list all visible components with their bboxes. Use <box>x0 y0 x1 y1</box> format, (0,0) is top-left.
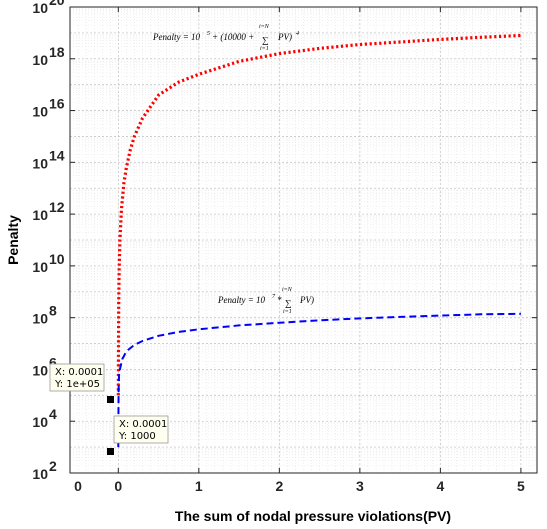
svg-text:PV): PV) <box>277 32 292 42</box>
red-formula-annotation: Penalty = 10 5 + (10000 + ∑ i=N i=1 PV) … <box>152 24 299 52</box>
y-tick-exponent: 6 <box>49 354 57 370</box>
datatip-red[interactable]: X: 0.0001 Y: 1e+05 <box>49 363 105 392</box>
svg-text:5: 5 <box>207 31 210 37</box>
svg-text:7: 7 <box>272 294 276 300</box>
datatip-blue-y: Y: 1000 <box>118 431 156 442</box>
svg-text:∑: ∑ <box>262 35 268 45</box>
y-tick-label: 10 <box>32 0 48 16</box>
y-tick-exponent: 10 <box>49 251 65 267</box>
y-tick-exponent: 20 <box>49 0 65 8</box>
y-tick-label: 10 <box>32 259 48 275</box>
y-tick-base: 10 <box>32 466 48 482</box>
y-tick-label: 10 <box>32 155 48 171</box>
datatip-blue-marker[interactable] <box>107 448 114 455</box>
y-tick-exponent: 12 <box>49 199 65 215</box>
x-tick-label: 5 <box>517 478 525 494</box>
y-axis-label: Penalty <box>5 215 21 265</box>
y-tick-base: 10 <box>32 0 48 16</box>
x-tick-label: 3 <box>356 478 364 494</box>
series-red-line <box>116 33 521 396</box>
svg-text:i=N: i=N <box>282 287 293 293</box>
svg-text:i=1: i=1 <box>283 309 292 315</box>
svg-text:PV): PV) <box>299 295 314 305</box>
y-tick-label: 10 <box>32 414 48 430</box>
y-tick-base: 10 <box>32 52 48 68</box>
svg-text:Penalty = 10: Penalty = 10 <box>152 32 201 42</box>
y-tick-base: 10 <box>32 414 48 430</box>
svg-text:+ (10000 +: + (10000 + <box>212 32 254 42</box>
x-tick-label: 0 <box>74 478 82 494</box>
y-tick-exponent: 18 <box>49 44 65 60</box>
series-layer <box>116 33 521 448</box>
blue-formula-annotation: Penalty = 10 7 * ∑ i=N i=1 PV) <box>217 287 314 315</box>
y-tick-label: 10 <box>32 466 48 482</box>
svg-text:Penalty = 10: Penalty = 10 <box>217 295 266 305</box>
svg-text:i=1: i=1 <box>260 46 269 52</box>
series-blue-line <box>117 312 521 448</box>
datatip-red-x: X: 0.0001 <box>55 367 103 378</box>
x-axis-label: The sum of nodal pressure violations(PV) <box>175 508 451 524</box>
y-tick-label: 10 <box>32 311 48 327</box>
x-tick-label: 1 <box>195 478 203 494</box>
datatip-blue[interactable]: X: 0.0001 Y: 1000 <box>113 415 169 444</box>
svg-text:4: 4 <box>296 30 299 37</box>
x-tick-label: 2 <box>275 478 283 494</box>
y-tick-exponent: 4 <box>49 406 57 422</box>
y-tick-label: 10 <box>32 207 48 223</box>
y-tick-base: 10 <box>32 104 48 120</box>
y-tick-exponent: 16 <box>49 96 65 112</box>
y-tick-exponent: 14 <box>49 147 65 163</box>
plot-frame <box>69 6 538 474</box>
datatip-red-marker[interactable] <box>107 396 114 403</box>
y-tick-base: 10 <box>32 259 48 275</box>
svg-text:*: * <box>277 295 282 305</box>
datatip-blue-x: X: 0.0001 <box>119 419 167 430</box>
y-tick-exponent: 2 <box>49 458 57 474</box>
svg-text:i=N: i=N <box>259 24 270 30</box>
y-tick-base: 10 <box>32 311 48 327</box>
y-tick-base: 10 <box>32 362 48 378</box>
y-tick-base: 10 <box>32 155 48 171</box>
y-tick-label: 10 <box>32 52 48 68</box>
y-tick-label: 10 <box>32 362 48 378</box>
x-tick-label: 4 <box>436 478 444 494</box>
datatip-red-y: Y: 1e+05 <box>54 379 100 390</box>
y-tick-base: 10 <box>32 207 48 223</box>
y-tick-label: 10 <box>32 104 48 120</box>
svg-text:∑: ∑ <box>285 298 291 308</box>
x-tick-label: 0 <box>114 478 122 494</box>
y-tick-exponent: 8 <box>49 303 57 319</box>
